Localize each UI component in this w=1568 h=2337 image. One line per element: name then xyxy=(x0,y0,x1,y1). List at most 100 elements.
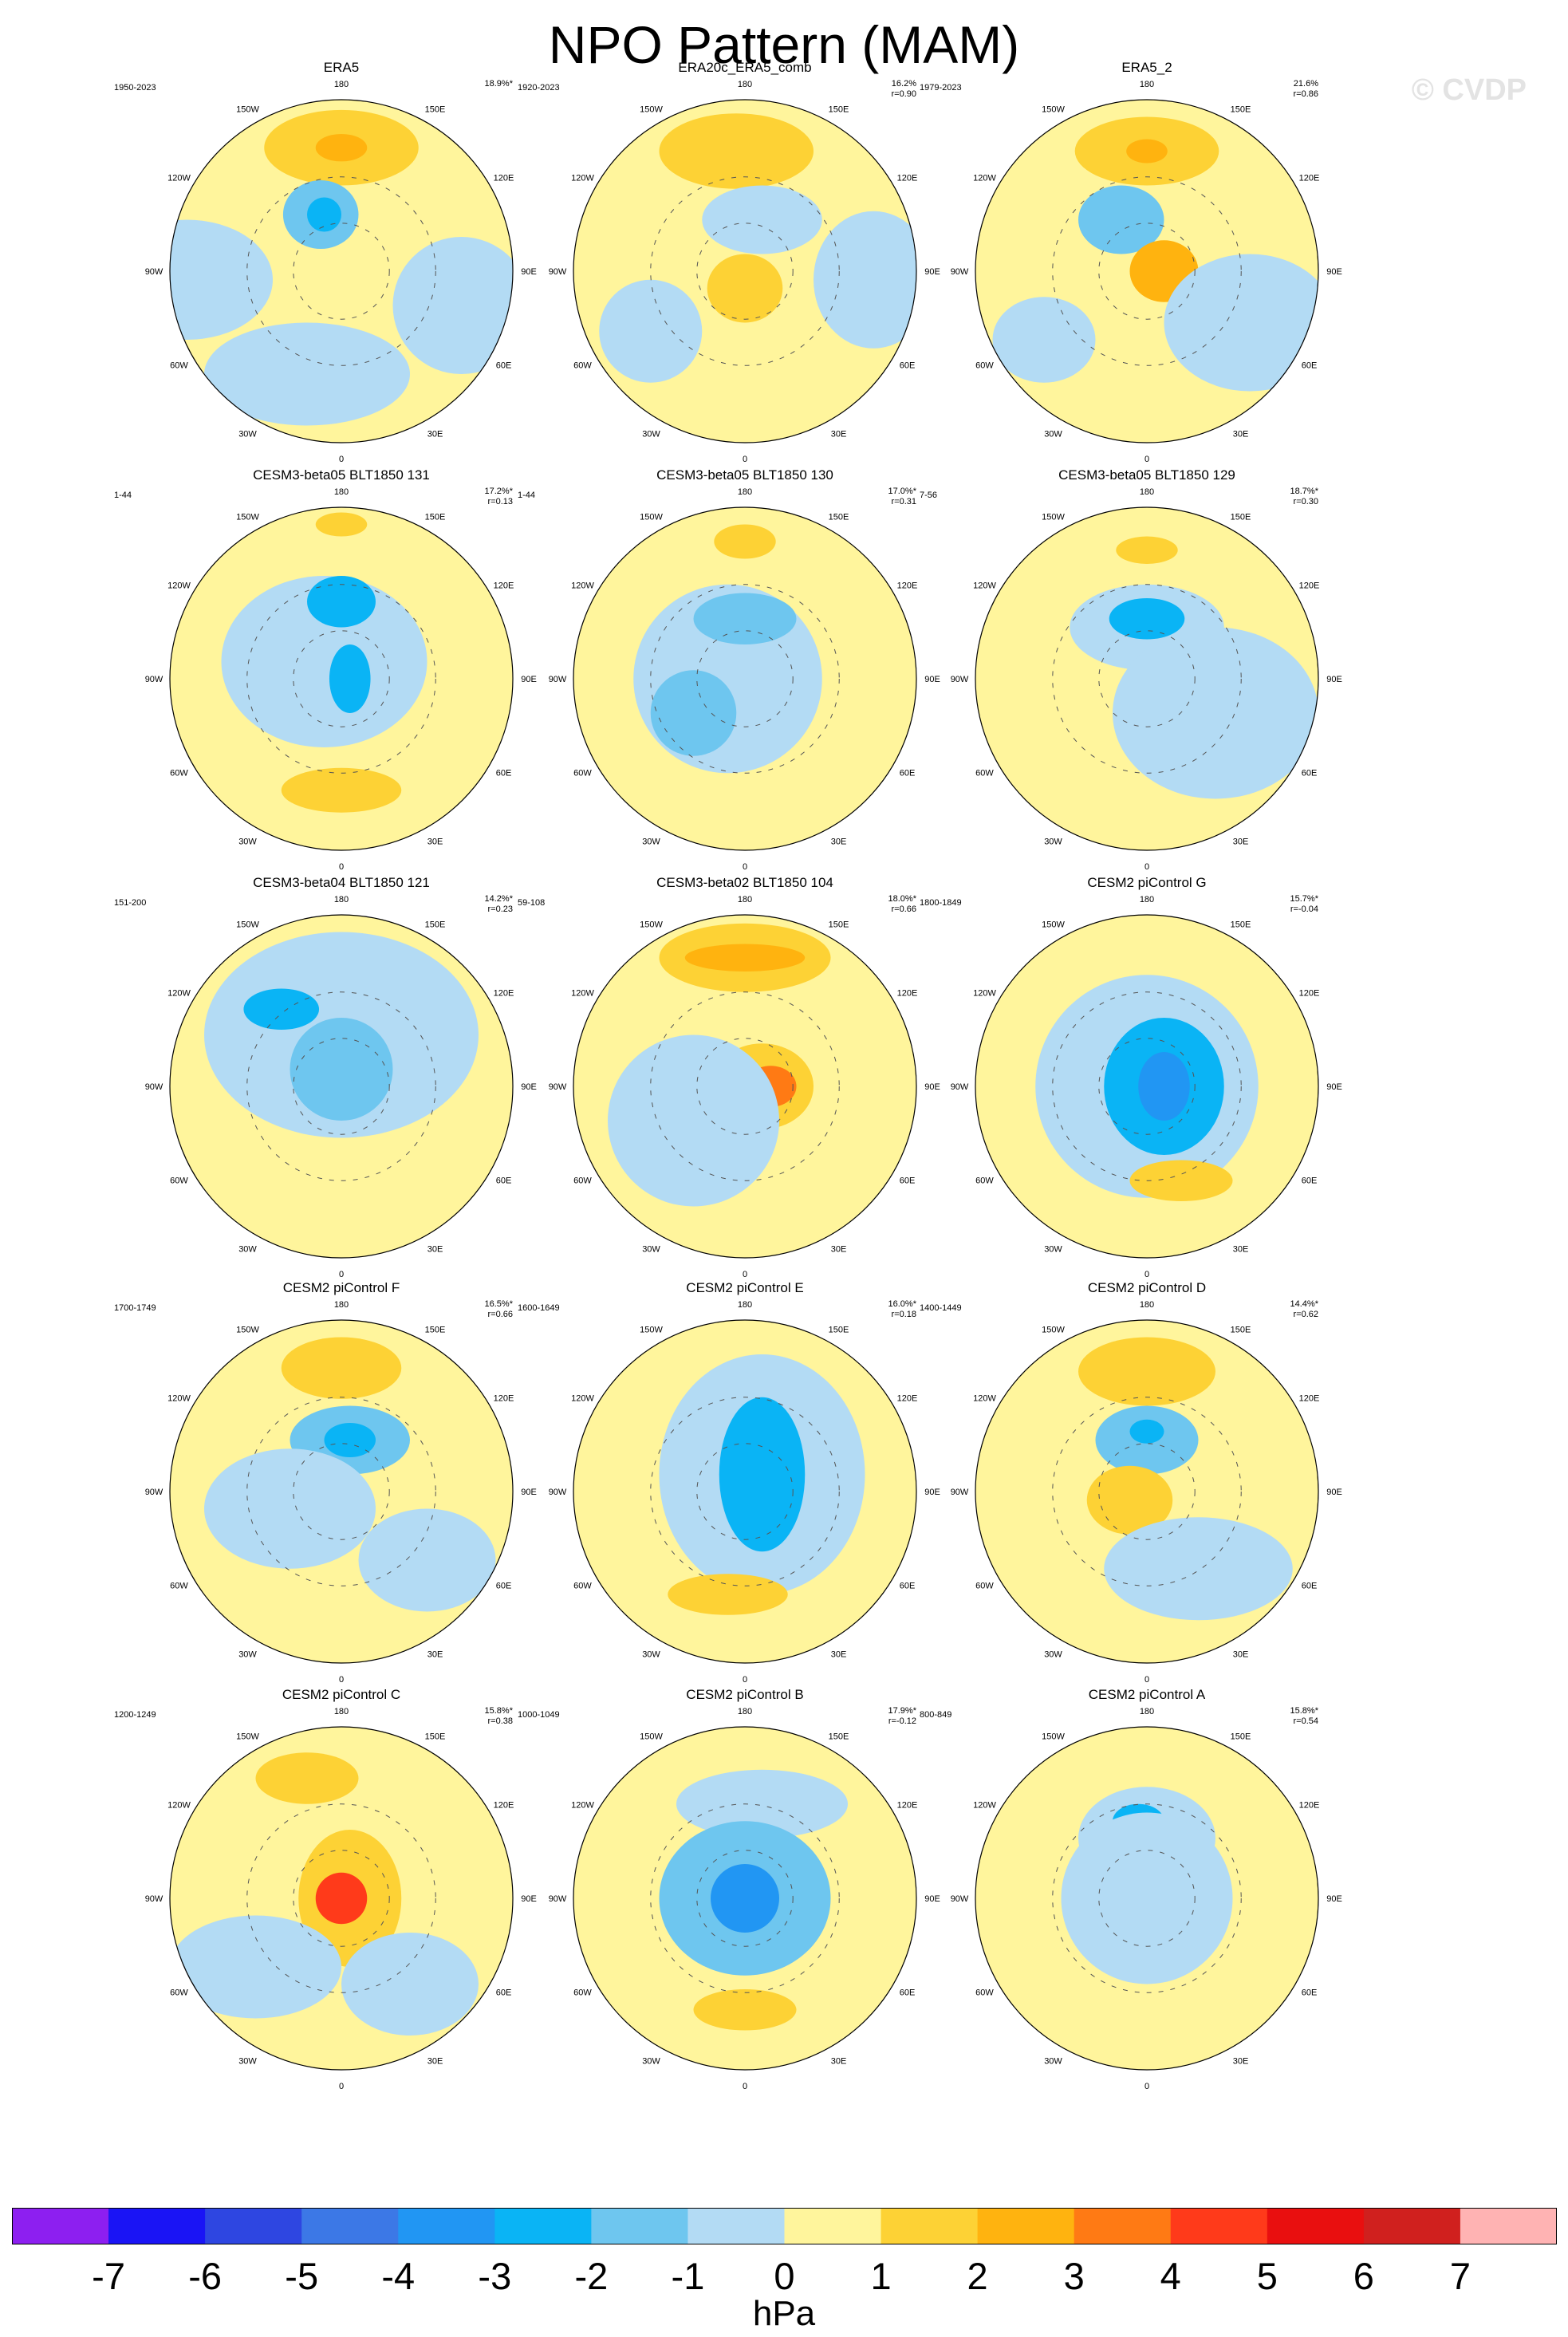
map-border xyxy=(975,1319,1319,1664)
longitude-label: 90E xyxy=(521,267,537,277)
colorbar-tick-label: -5 xyxy=(285,2255,319,2297)
coastline xyxy=(1052,1803,1242,1993)
correlation-label: r=0.86 xyxy=(1294,89,1319,99)
anomaly-contour xyxy=(221,576,427,747)
panel-title: CESM3-beta05 BLT1850 131 xyxy=(253,467,430,483)
longitude-label: 90E xyxy=(521,1894,537,1904)
map-panel: CESM2 piControl E 180 150E 120E 90E 60E 30E 0 30… xyxy=(506,1280,984,1695)
panel-title: CESM3-beta02 BLT1850 104 xyxy=(656,875,833,890)
polar-map: 180 150E 120E 90E 60E 30E 0 30W 60W 90W 120W 150W 18… xyxy=(920,894,1342,1279)
colorbar-tick-label: -7 xyxy=(92,2255,125,2297)
coastline xyxy=(293,1038,390,1135)
longitude-label: 0 xyxy=(1144,455,1149,464)
longitude-label: 60E xyxy=(496,1176,512,1186)
longitude-label: 30W xyxy=(1044,1245,1062,1255)
longitude-label: 60E xyxy=(1302,1582,1318,1591)
anomaly-contour xyxy=(676,1769,848,1838)
longitude-label: 90W xyxy=(951,675,969,684)
longitude-label: 150E xyxy=(425,1325,446,1334)
anomaly-contour xyxy=(684,944,806,971)
map-panel: CESM2 piControl D 180 150E 120E 90E 60E 30E 0 30… xyxy=(908,1280,1386,1695)
longitude-label: 120E xyxy=(494,581,514,591)
longitude-label: 60E xyxy=(1302,361,1318,371)
longitude-label: 120W xyxy=(571,581,594,591)
longitude-label: 90W xyxy=(549,1894,567,1904)
years-label: 1-44 xyxy=(114,491,132,500)
colorbar-swatch xyxy=(12,2208,109,2244)
variance-label: 16.0%* xyxy=(888,1299,917,1309)
coastline xyxy=(293,223,390,320)
longitude-label: 150E xyxy=(829,104,849,114)
longitude-label: 30E xyxy=(831,1245,847,1255)
variance-label: 18.0%* xyxy=(888,894,917,904)
colorbar-swatch xyxy=(881,2208,979,2244)
map-border xyxy=(573,506,917,851)
correlation-label: r=0.54 xyxy=(1294,1716,1319,1726)
longitude-label: 90W xyxy=(951,267,969,277)
colorbar-tick-labels: -7 -6 -5 -4 -3 -2 -1 0 1 2 3 4 5 6 7 xyxy=(0,2254,1568,2302)
coastline xyxy=(696,630,794,727)
longitude-label: 180 xyxy=(738,80,752,89)
map-border xyxy=(169,1726,514,2071)
longitude-label: 120W xyxy=(973,174,996,183)
longitude-label: 120E xyxy=(897,174,918,183)
longitude-label: 30W xyxy=(238,2057,257,2067)
longitude-label: 150W xyxy=(236,512,259,522)
longitude-label: 90W xyxy=(145,675,163,684)
longitude-label: 30E xyxy=(1233,430,1249,439)
longitude-label: 90E xyxy=(1326,1894,1342,1904)
anomaly-contour xyxy=(324,1423,376,1457)
longitude-label: 0 xyxy=(339,455,344,464)
map-panel: CESM3-beta02 BLT1850 104 180 150E 120E 90E 60… xyxy=(506,875,984,1290)
anomaly-contour xyxy=(1129,1160,1233,1202)
longitude-label: 30W xyxy=(642,1650,660,1660)
coastline xyxy=(246,1803,436,1993)
longitude-label: 0 xyxy=(743,2082,747,2091)
anomaly-contour xyxy=(668,1574,788,1615)
anomaly-contour xyxy=(1113,627,1318,799)
anomaly-contour xyxy=(341,1933,479,2036)
anomaly-contour xyxy=(659,113,814,189)
polar-map: 180 150E 120E 90E 60E 30E 0 30W 60W 90W 120W 150W 14… xyxy=(920,1299,1342,1685)
longitude-label: 90E xyxy=(924,1082,940,1092)
longitude-label: 150E xyxy=(1231,512,1251,522)
colorbar-swatch xyxy=(591,2208,688,2244)
anomaly-contour xyxy=(992,297,1096,383)
longitude-label: 180 xyxy=(334,80,349,89)
anomaly-contour xyxy=(1061,1812,1233,1984)
panel-title: ERA5_2 xyxy=(1121,60,1172,75)
longitude-label: 0 xyxy=(1144,1675,1149,1685)
longitude-label: 30W xyxy=(238,430,257,439)
longitude-label: 90W xyxy=(951,1082,969,1092)
longitude-label: 120W xyxy=(973,1801,996,1811)
map-panel: CESM2 piControl F 180 150E 120E 90E 60E 30E 0 30… xyxy=(102,1280,581,1695)
longitude-label: 30E xyxy=(1233,1650,1249,1660)
longitude-label: 180 xyxy=(738,1707,752,1716)
colorbar-swatch xyxy=(108,2208,206,2244)
polar-map: 180 150E 120E 90E 60E 30E 0 30W 60W 90W 120W 150W 10… xyxy=(518,1706,940,2091)
longitude-label: 90E xyxy=(1326,675,1342,684)
longitude-label: 120E xyxy=(1299,989,1320,999)
longitude-label: 90W xyxy=(951,1894,969,1904)
map-panel: ERA20c_ERA5_comb 180 150E 120E 90E 60E 30E 0 30W… xyxy=(506,60,984,475)
longitude-label: 30E xyxy=(831,837,847,847)
longitude-label: 90E xyxy=(924,267,940,277)
variance-label: 18.7%* xyxy=(1290,487,1319,496)
years-label: 151-200 xyxy=(114,898,146,908)
map-panel: CESM3-beta05 BLT1850 129 180 150E 120E 90E 60… xyxy=(908,467,1386,882)
longitude-label: 60W xyxy=(170,1176,188,1186)
anomaly-contour xyxy=(1164,254,1318,392)
coastline xyxy=(696,1038,794,1135)
coastline xyxy=(293,1443,390,1540)
longitude-label: 120W xyxy=(571,174,594,183)
longitude-label: 30E xyxy=(1233,1245,1249,1255)
longitude-label: 60E xyxy=(496,769,512,778)
correlation-label: r=0.90 xyxy=(892,89,917,99)
map-border xyxy=(975,1726,1319,2071)
variance-label: 15.8%* xyxy=(1290,1706,1319,1716)
longitude-label: 180 xyxy=(334,1707,349,1716)
panel-title: CESM3-beta05 BLT1850 129 xyxy=(1058,467,1235,483)
longitude-label: 30W xyxy=(238,837,257,847)
variance-label: 17.0%* xyxy=(888,487,917,496)
longitude-label: 150E xyxy=(829,1732,849,1741)
